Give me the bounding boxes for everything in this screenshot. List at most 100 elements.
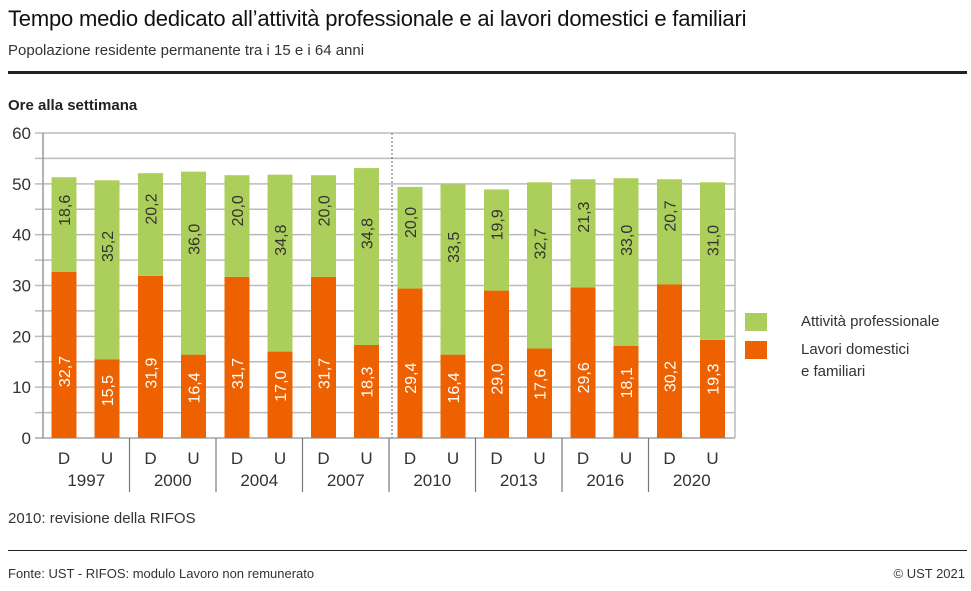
data-label: 18,6 — [57, 195, 74, 226]
data-label: 34,8 — [273, 224, 290, 255]
data-label: 19,3 — [706, 363, 723, 394]
data-label: 31,9 — [144, 357, 161, 388]
legend-label-line-2: e familiari — [801, 363, 866, 380]
data-label: 19,9 — [490, 209, 507, 240]
data-label: 18,1 — [619, 367, 636, 398]
data-label: 30,2 — [663, 361, 680, 392]
copyright-text: © UST 2021 — [893, 566, 966, 581]
x-category-label: D — [663, 449, 675, 468]
legend-swatch-professionale — [745, 313, 767, 331]
y-tick-label: 0 — [22, 429, 31, 448]
bar-domestici — [311, 276, 336, 438]
bar-professionale — [181, 171, 206, 355]
data-label: 29,4 — [403, 363, 420, 394]
x-group-label: 2020 — [673, 471, 711, 490]
bar-domestici — [181, 354, 206, 438]
bar-domestici — [267, 351, 293, 438]
y-axis-label: Ore alla settimana — [8, 97, 138, 114]
x-group-label: 2007 — [327, 471, 365, 490]
y-tick-label: 30 — [12, 277, 31, 296]
x-group-label: 1997 — [67, 471, 105, 490]
top-rule — [8, 71, 967, 74]
y-tick-label: 50 — [12, 175, 31, 194]
data-label: 17,0 — [273, 370, 290, 401]
data-label: 33,0 — [619, 225, 636, 256]
x-group-label: 2016 — [586, 471, 624, 490]
bar-professionale — [94, 180, 120, 360]
legend-item-domestici: Lavori domestici e familiari — [745, 341, 909, 383]
data-label: 21,3 — [576, 201, 593, 232]
bar-professionale — [311, 175, 336, 277]
x-category-label: U — [706, 449, 718, 468]
y-tick-label: 10 — [12, 378, 31, 397]
data-label: 31,7 — [317, 358, 334, 389]
x-category-label: U — [274, 449, 286, 468]
x-category-label: U — [447, 449, 459, 468]
y-tick-label: 20 — [12, 327, 31, 346]
data-label: 31,0 — [706, 225, 723, 256]
bar-professionale — [657, 179, 682, 285]
data-label: 35,2 — [100, 231, 117, 262]
x-category-label: D — [144, 449, 156, 468]
bar-domestici — [613, 345, 639, 438]
bar-professionale — [440, 184, 466, 355]
bar-domestici — [94, 359, 120, 438]
y-tick-label: 60 — [12, 124, 31, 143]
bar-domestici — [224, 276, 250, 438]
bar-professionale — [484, 189, 509, 291]
y-tick-label: 40 — [12, 226, 31, 245]
data-label: 29,6 — [576, 362, 593, 393]
x-category-label: D — [58, 449, 70, 468]
bar-domestici — [354, 344, 379, 438]
x-category-label: D — [231, 449, 243, 468]
bar-professionale — [267, 174, 293, 352]
bar-professionale — [138, 173, 163, 276]
x-category-label: U — [620, 449, 632, 468]
chart-title: Tempo medio dedicato all’attività profes… — [8, 6, 747, 31]
bar-professionale — [224, 175, 250, 277]
x-category-label: U — [533, 449, 545, 468]
bar-professionale — [354, 168, 379, 345]
bar-domestici — [51, 271, 77, 438]
data-label: 29,0 — [490, 363, 507, 394]
bar-domestici — [700, 339, 725, 438]
data-label: 16,4 — [446, 372, 463, 403]
data-label: 36,0 — [187, 224, 204, 255]
bar-professionale — [570, 179, 596, 288]
chart-subtitle: Popolazione residente permanente tra i 1… — [8, 42, 365, 59]
bar-domestici — [527, 348, 552, 438]
data-label: 15,5 — [100, 375, 117, 406]
legend-label-domestici: Lavori domestici e familiari — [801, 339, 909, 383]
data-label: 32,7 — [533, 228, 550, 259]
x-category-label: U — [101, 449, 113, 468]
bar-domestici — [657, 284, 682, 438]
x-category-label: U — [360, 449, 372, 468]
data-label: 17,6 — [533, 369, 550, 400]
data-label: 33,5 — [446, 232, 463, 263]
bar-domestici — [570, 287, 596, 438]
data-label: 20,7 — [663, 200, 680, 231]
x-group-label: 2013 — [500, 471, 538, 490]
legend-label-professionale: Attività professionale — [801, 313, 940, 330]
legend-swatch-domestici — [745, 341, 767, 359]
legend-label-line-1: Lavori domestici — [801, 341, 910, 358]
bar-domestici — [440, 354, 466, 438]
bar-professionale — [700, 182, 725, 340]
data-label: 18,3 — [360, 367, 377, 398]
bar-domestici — [138, 275, 163, 438]
bar-professionale — [397, 186, 423, 289]
x-category-label: D — [404, 449, 416, 468]
bottom-rule — [8, 550, 967, 551]
data-label: 20,0 — [403, 207, 420, 238]
x-group-label: 2004 — [240, 471, 278, 490]
source-text: Fonte: UST - RIFOS: modulo Lavoro non re… — [8, 566, 315, 581]
chart-note: 2010: revisione della RIFOS — [8, 510, 196, 527]
x-category-label: U — [187, 449, 199, 468]
bar-professionale — [51, 177, 77, 272]
x-category-label: D — [317, 449, 329, 468]
data-label: 20,0 — [230, 195, 247, 226]
data-label: 16,4 — [187, 372, 204, 403]
x-category-label: D — [577, 449, 589, 468]
data-label: 34,8 — [360, 218, 377, 249]
